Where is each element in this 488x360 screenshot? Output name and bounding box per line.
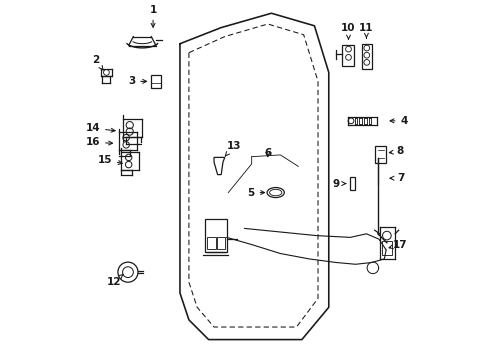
Bar: [342, 45, 353, 66]
Bar: [151, 75, 161, 88]
Bar: [381, 241, 391, 255]
Bar: [349, 177, 354, 190]
Text: 6: 6: [264, 148, 271, 158]
Text: 9: 9: [332, 179, 345, 189]
Text: 14: 14: [85, 123, 115, 133]
Text: 17: 17: [388, 239, 407, 249]
Text: 2: 2: [92, 55, 103, 70]
Text: 5: 5: [247, 188, 264, 198]
Bar: [374, 146, 385, 163]
Text: 8: 8: [388, 146, 403, 156]
Bar: [216, 237, 225, 249]
Text: 3: 3: [128, 76, 146, 86]
Text: 11: 11: [359, 23, 373, 38]
Bar: [204, 220, 227, 252]
Text: 12: 12: [106, 274, 123, 287]
Text: 16: 16: [85, 138, 112, 147]
Text: 4: 4: [389, 116, 407, 126]
Text: 15: 15: [97, 155, 122, 165]
Bar: [361, 44, 371, 69]
Text: 10: 10: [341, 23, 355, 39]
Text: 13: 13: [225, 141, 241, 156]
Polygon shape: [214, 157, 224, 175]
Text: 7: 7: [389, 173, 404, 183]
Text: 1: 1: [149, 5, 156, 27]
Bar: [206, 237, 215, 249]
